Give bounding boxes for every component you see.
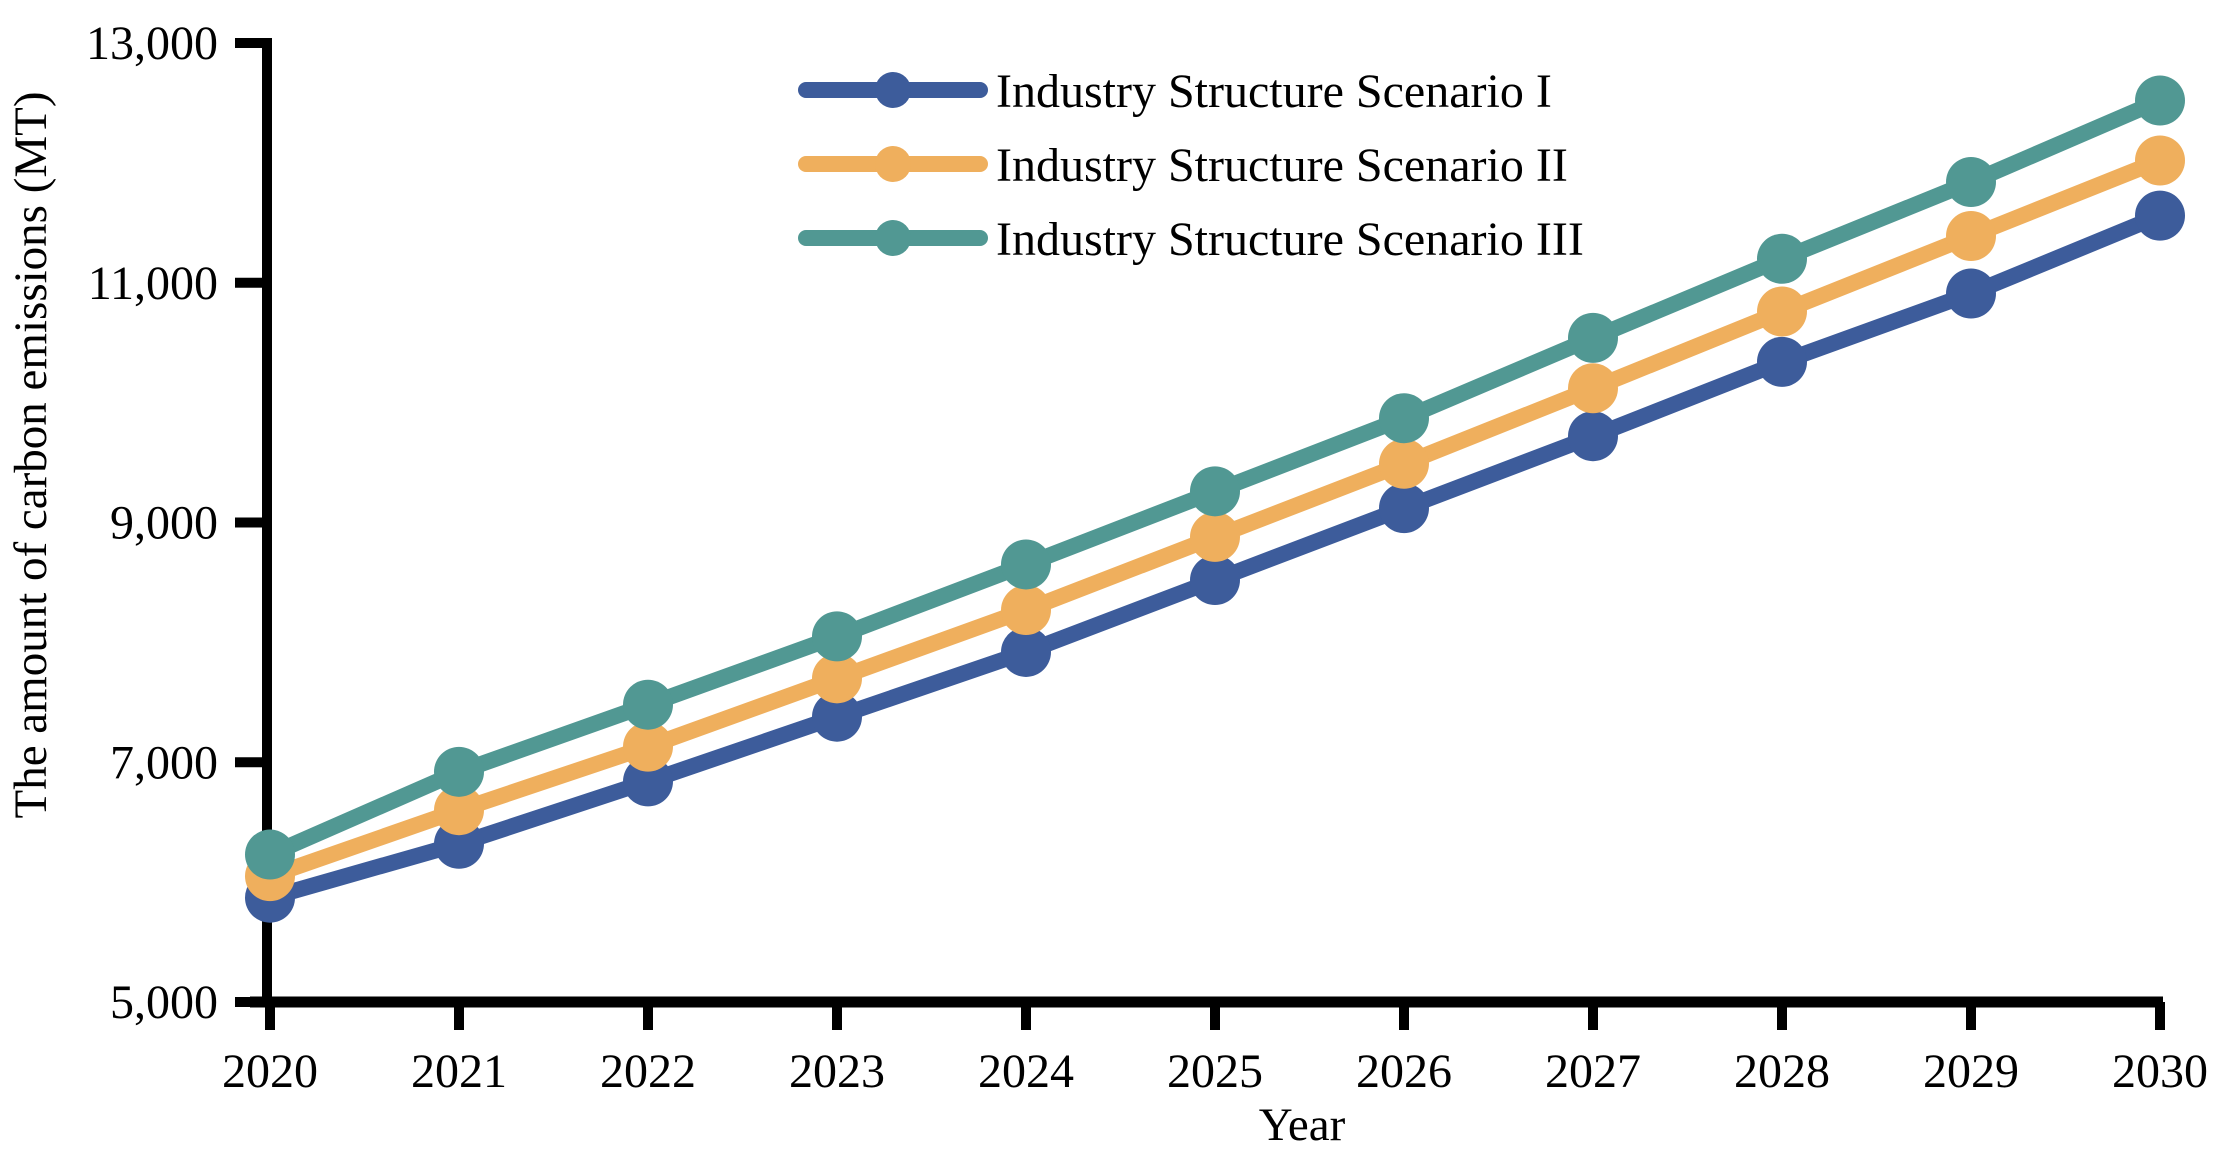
- series-marker-3: [1379, 393, 1429, 444]
- legend-marker: [875, 220, 911, 256]
- series-marker-1: [1568, 411, 1618, 462]
- x-tick-label: 2029: [1923, 1045, 2019, 1098]
- x-tick-label: 2023: [789, 1045, 885, 1098]
- series-marker-3: [2135, 75, 2185, 126]
- x-tick-label: 2027: [1545, 1045, 1641, 1098]
- series-marker-2: [1379, 438, 1429, 489]
- legend-marker: [875, 72, 911, 108]
- series-marker-3: [1190, 466, 1240, 517]
- legend-label: Industry Structure Scenario III: [996, 213, 1584, 266]
- series-marker-2: [1190, 511, 1240, 562]
- series-marker-1: [1946, 268, 1996, 319]
- series-marker-1: [1379, 483, 1429, 534]
- series-marker-2: [1946, 210, 1996, 261]
- series-marker-3: [434, 746, 484, 797]
- x-tick-label: 2028: [1734, 1045, 1830, 1098]
- x-axis-title: Year: [1259, 1099, 1346, 1151]
- series-marker-1: [812, 691, 862, 742]
- x-tick-label: 2025: [1167, 1045, 1263, 1098]
- y-axis-title: The amount of carbon emissions (MT): [5, 91, 57, 818]
- series-marker-3: [812, 611, 862, 662]
- series-marker-1: [1001, 626, 1051, 677]
- series-marker-2: [1001, 585, 1051, 636]
- x-tick-label: 2030: [2112, 1045, 2208, 1098]
- series-marker-3: [623, 679, 673, 730]
- y-tick-label: 11,000: [88, 257, 218, 310]
- legend-label: Industry Structure Scenario I: [996, 65, 1552, 118]
- series-marker-2: [2135, 135, 2185, 186]
- x-tick-label: 2020: [222, 1045, 318, 1098]
- series-marker-1: [1190, 555, 1240, 606]
- series-marker-3: [1757, 233, 1807, 284]
- series-marker-3: [1001, 539, 1051, 590]
- series-marker-3: [1568, 312, 1618, 363]
- series-marker-1: [2135, 190, 2185, 241]
- x-tick-label: 2021: [411, 1045, 507, 1098]
- series-marker-2: [434, 785, 484, 836]
- series-marker-2: [1568, 363, 1618, 414]
- legend-marker: [875, 146, 911, 182]
- y-tick-label: 9,000: [110, 497, 218, 550]
- y-tick-label: 7,000: [110, 736, 218, 789]
- series-marker-2: [623, 721, 673, 772]
- x-tick-label: 2022: [600, 1045, 696, 1098]
- series-marker-3: [245, 829, 295, 880]
- x-tick-label: 2026: [1356, 1045, 1452, 1098]
- series-marker-2: [1757, 286, 1807, 337]
- series-marker-1: [623, 756, 673, 807]
- y-tick-label: 13,000: [86, 17, 218, 70]
- series-marker-2: [812, 653, 862, 704]
- x-tick-label: 2024: [978, 1045, 1074, 1098]
- legend-label: Industry Structure Scenario II: [996, 139, 1568, 192]
- series-marker-1: [1757, 336, 1807, 387]
- y-tick-label: 5,000: [110, 976, 218, 1029]
- series-marker-3: [1946, 157, 1996, 208]
